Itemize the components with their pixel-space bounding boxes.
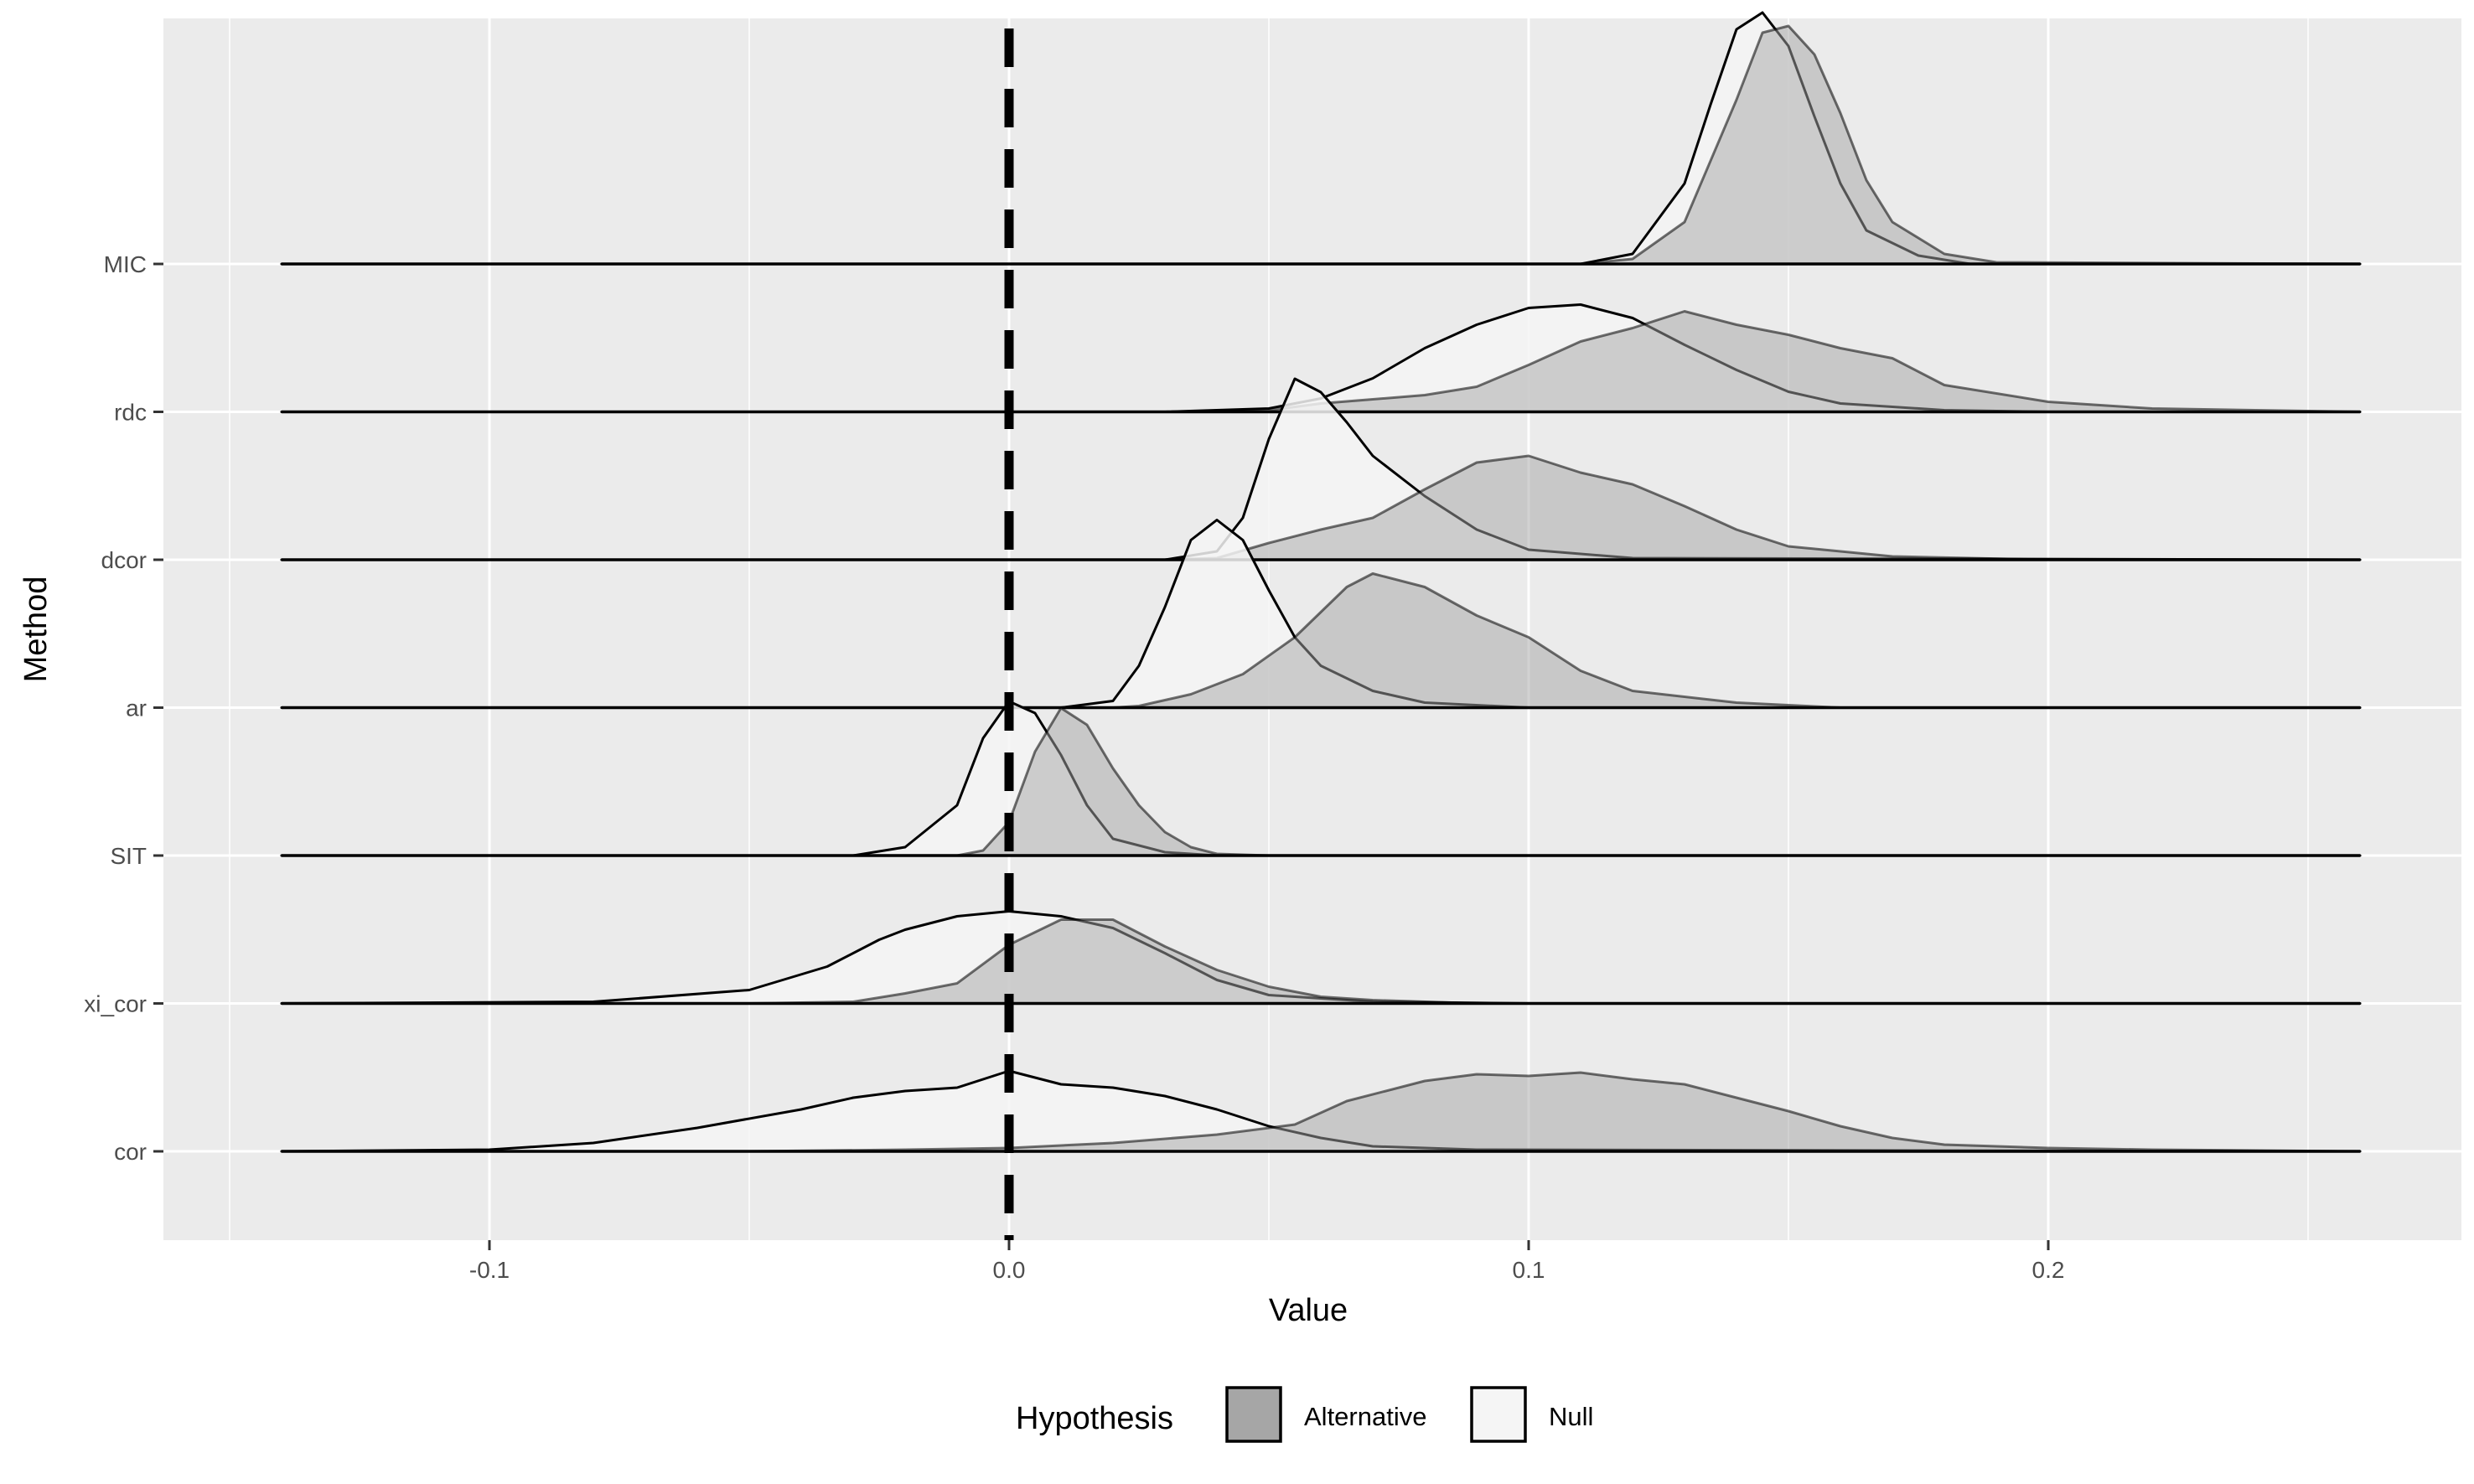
ridge-alternative-ar [280,572,2362,709]
y-tick-label-dcor: dcor [101,547,147,573]
legend-label-null: Null [1549,1402,1593,1431]
ridge-row-ar [280,519,2362,710]
ridge-row-MIC [280,11,2362,266]
ridge-alternative-dcor [280,454,2362,561]
legend: Hypothesis Alternative Null [1016,1386,1593,1443]
x-axis: -0.1 0.0 0.1 0.2 [469,1240,2065,1283]
x-tick-label-3: 0.2 [2032,1257,2065,1283]
legend-label-alternative: Alternative [1304,1402,1426,1431]
y-tick-label-rdc: rdc [114,400,147,426]
legend-key-null [1470,1386,1527,1443]
ridge-row-SIT [280,700,2362,857]
y-tick-label-cor: cor [114,1139,147,1165]
y-tick-label-SIT: SIT [110,843,147,869]
ridge-alternative-MIC [280,24,2362,266]
y-axis: cor xi_cor SIT ar dcor rdc MIC [84,251,163,1165]
ridge-alternative-cor [280,1071,2362,1153]
y-tick-label-MIC: MIC [104,251,147,277]
x-tick-label-0: -0.1 [469,1257,510,1283]
ridge-alternative-xi_cor [280,918,2362,1005]
legend-title: Hypothesis [1016,1401,1173,1436]
ridge-row-cor [280,1069,2362,1153]
legend-key-alternative [1225,1386,1282,1443]
x-tick-label-1: 0.0 [993,1257,1026,1283]
y-tick-label-ar: ar [126,695,147,721]
y-tick-label-xi_cor: xi_cor [84,991,147,1017]
ridge-row-xi_cor [280,910,2362,1006]
y-axis-title: Method [18,577,54,683]
x-tick-label-2: 0.1 [1513,1257,1545,1283]
density-ridges [280,11,2362,1153]
x-axis-title: Value [1269,1293,1348,1328]
